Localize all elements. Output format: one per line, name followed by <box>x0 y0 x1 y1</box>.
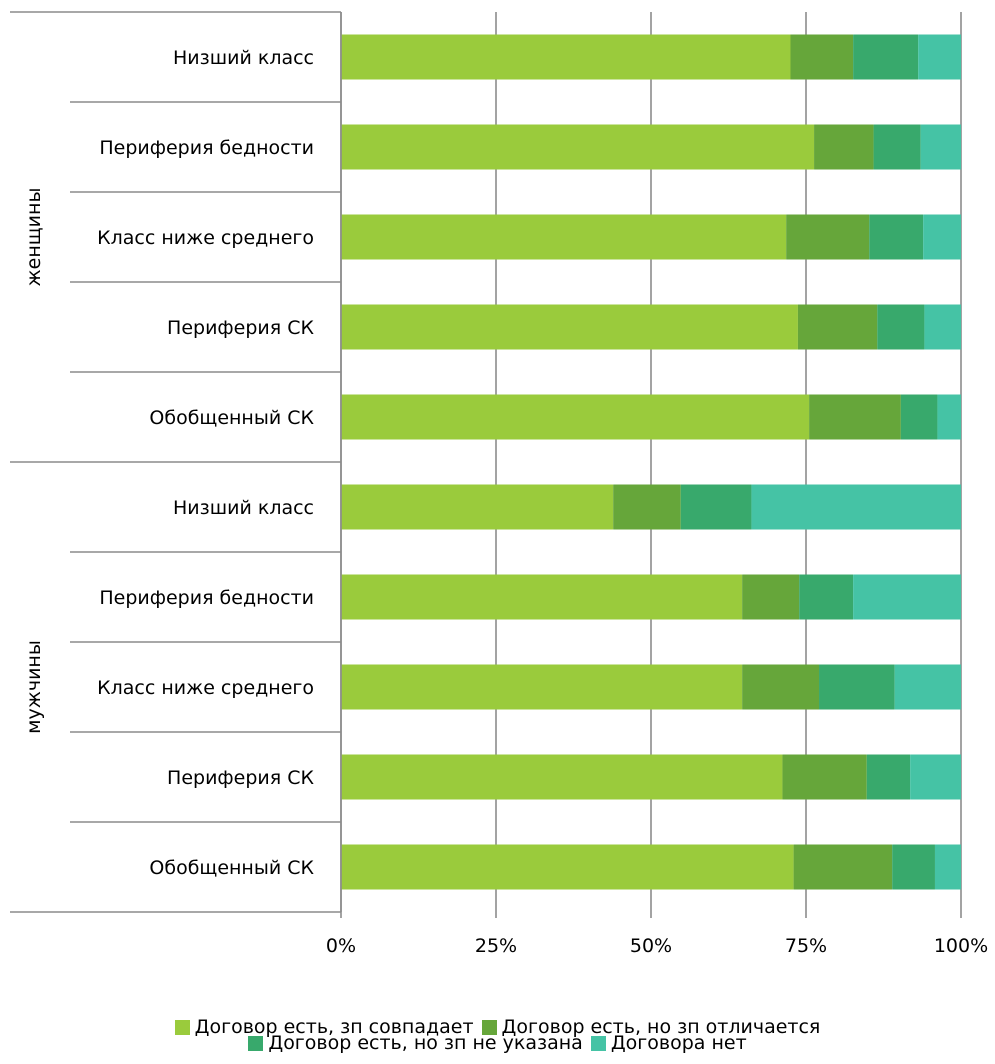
category-label: Периферия бедности <box>99 137 314 159</box>
bar-segment <box>923 214 961 260</box>
bar-segment <box>341 484 614 530</box>
stacked-bar-chart: Низший класс Периферия бедности Класс ниже… <box>10 11 988 957</box>
x-tick-label: 25% <box>475 935 517 957</box>
bar-segment <box>782 754 867 800</box>
bar-segment <box>341 304 798 350</box>
bar-segment <box>937 394 961 440</box>
bar-segment <box>918 34 961 80</box>
bar-segment <box>742 664 820 710</box>
legend-label-4: Договора нет <box>610 1032 747 1054</box>
bar-segment <box>341 844 794 890</box>
bar-segment <box>900 394 938 440</box>
group-label: женщины <box>23 188 45 287</box>
bar-segment <box>341 394 810 440</box>
bar-segment <box>742 574 800 620</box>
bar-segment <box>853 574 961 620</box>
legend-label-1: Договор есть, зп совпадает <box>194 1016 474 1038</box>
bar-segment <box>341 754 783 800</box>
category-label: Периферия СК <box>167 767 314 789</box>
legend-row-2: Договор есть, но зп не указана Договора … <box>0 1032 995 1054</box>
category-label: Периферия бедности <box>99 587 314 609</box>
bar-segment <box>924 304 961 350</box>
x-tick-label: 100% <box>934 935 988 957</box>
bar-segment <box>910 754 961 800</box>
bar-segment <box>853 34 919 80</box>
bar-segment <box>814 124 874 170</box>
bar-segment <box>819 664 895 710</box>
group-labels: женщины мужчины <box>23 188 45 734</box>
bar-segment <box>751 484 961 530</box>
bar-segment <box>809 394 901 440</box>
bar-segment <box>341 574 743 620</box>
legend-label-3: Договор есть, но зп не указана <box>268 1032 583 1054</box>
bar-segment <box>797 304 878 350</box>
legend-item-2: Договор есть, но зп отличается <box>481 1016 821 1038</box>
bar-segment <box>341 214 787 260</box>
legend-item-3: Договор есть, но зп не указана <box>248 1032 583 1054</box>
bar-segment <box>866 754 911 800</box>
bar-segment <box>869 214 924 260</box>
bar-segment <box>892 844 935 890</box>
category-label: Низший класс <box>173 497 314 519</box>
bar-segment <box>877 304 925 350</box>
bar-segment <box>790 34 854 80</box>
legend-label-2: Договор есть, но зп отличается <box>501 1016 821 1038</box>
bar-segment <box>786 214 870 260</box>
bar-segment <box>341 34 791 80</box>
bar-segment <box>680 484 752 530</box>
category-label: Обобщенный СК <box>149 857 314 879</box>
bar-segment <box>934 844 961 890</box>
legend-swatch-2 <box>481 1019 497 1035</box>
bars <box>341 34 961 890</box>
category-label: Класс ниже среднего <box>97 677 314 699</box>
bar-segment <box>341 124 815 170</box>
category-label: Обобщенный СК <box>149 407 314 429</box>
legend-item-4: Договора нет <box>590 1032 747 1054</box>
category-label: Низший класс <box>173 47 314 69</box>
category-label: Периферия СК <box>167 317 314 339</box>
x-tick-label: 75% <box>785 935 827 957</box>
bar-segment <box>894 664 961 710</box>
legend-swatch-4 <box>590 1035 606 1051</box>
legend-swatch-3 <box>248 1035 264 1051</box>
bar-segment <box>920 124 961 170</box>
bar-segment <box>799 574 854 620</box>
x-tick-label: 0% <box>326 935 356 957</box>
legend-row-1: Договор есть, зп совпадает Договор есть,… <box>0 1016 995 1038</box>
legend-swatch-1 <box>174 1019 190 1035</box>
bar-segment <box>341 664 743 710</box>
x-tick-label: 50% <box>630 935 672 957</box>
bar-segment <box>873 124 921 170</box>
axes <box>10 11 342 913</box>
group-label: мужчины <box>23 640 45 734</box>
bar-segment <box>613 484 681 530</box>
legend-item-1: Договор есть, зп совпадает <box>174 1016 474 1038</box>
bar-segment <box>793 844 893 890</box>
category-labels: Низший класс Периферия бедности Класс ниже… <box>97 47 314 879</box>
tick-labels: 0% 25% 50% 75% 100% <box>326 935 988 957</box>
category-label: Класс ниже среднего <box>97 227 314 249</box>
